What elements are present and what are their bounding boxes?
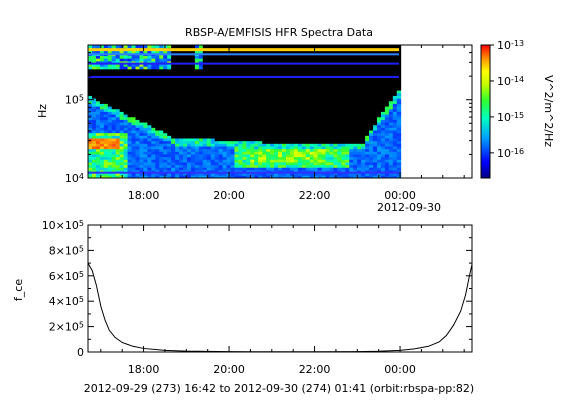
colorbar-ticks: 10-13 10-14 10-15 10-16 [490, 39, 524, 160]
x-tick-label: 00:00 [384, 189, 416, 202]
fce-plot-area [88, 225, 472, 352]
fce-y-tick-label: 2×105 [49, 321, 84, 334]
spectrogram-y-tick-label: 104 [65, 172, 84, 185]
x-tick-label: 20:00 [213, 363, 245, 376]
colorbar-label: V^2/m^2/Hz [542, 75, 555, 147]
spectrogram-image [88, 45, 402, 178]
fce-y-tick-label: 0 [77, 346, 84, 359]
spectrogram-title: RBSP-A/EMFISIS HFR Spectra Data [185, 26, 373, 39]
fce-y-tick-label: 10×105 [42, 219, 84, 232]
fce-y-tick-label: 6×105 [49, 270, 84, 283]
x-tick-label: 22:00 [299, 363, 331, 376]
x-tick-label: 00:00 [384, 363, 416, 376]
spectrogram-y-label: Hz [36, 104, 49, 118]
fce-y-label: f_ce [12, 279, 25, 301]
colorbar-tick-label: 10-14 [497, 75, 524, 88]
fce-x-ticks: 18:00 20:00 22:00 00:00 [100, 225, 465, 376]
fce-y-tick-label: 4×105 [49, 295, 84, 308]
x-tick-label: 22:00 [299, 189, 331, 202]
colorbar-tick-label: 10-13 [497, 39, 524, 52]
x-tick-label: 18:00 [128, 189, 160, 202]
fce-y-ticks: 0 2×105 4×105 6×105 8×105 10×105 [42, 219, 472, 359]
fce-y-tick-label: 8×105 [49, 244, 84, 257]
colorbar-tick-label: 10-16 [497, 147, 524, 160]
colorbar-tick-label: 10-15 [497, 111, 524, 124]
spectrogram-y-tick-label: 105 [65, 94, 84, 107]
spectrogram-x-ticks: 18:00 20:00 22:00 00:00 [100, 45, 465, 202]
x-tick-label: 18:00 [128, 363, 160, 376]
spectrogram-date-label: 2012-09-30 [377, 201, 441, 214]
spectrogram-y-ticks: 104 105 [65, 44, 472, 185]
x-tick-label: 20:00 [213, 189, 245, 202]
time-range-footer: 2012-09-29 (273) 16:42 to 2012-09-30 (27… [84, 382, 474, 395]
colorbar [480, 44, 491, 179]
